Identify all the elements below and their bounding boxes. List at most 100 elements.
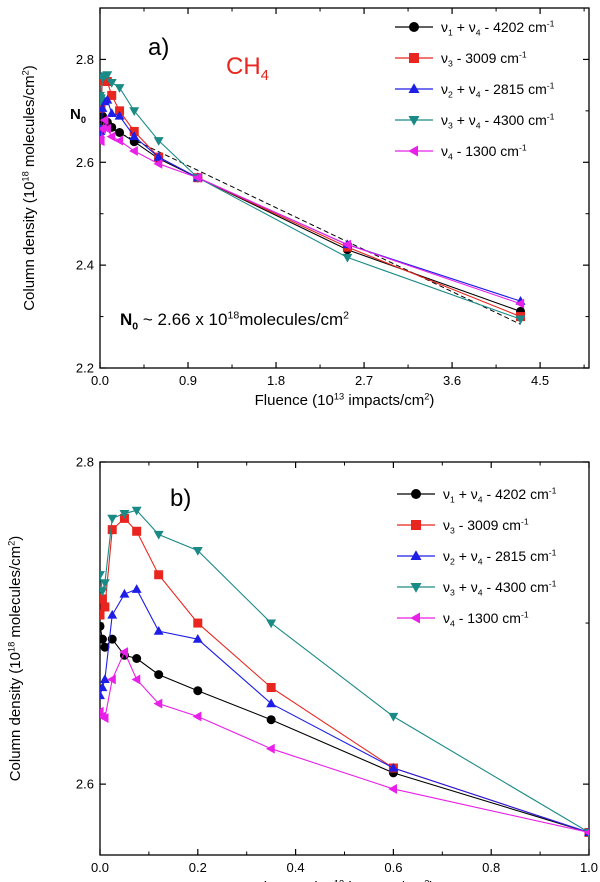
data-point (100, 690, 105, 700)
legend-entry: ν3 - 3009 cm-1 (443, 517, 529, 536)
data-point (100, 587, 108, 597)
panel-b: 0.0 0.2 0.4 0.6 0.8 1.0 2.6 2.8 Fluence (1013 im… (6, 455, 598, 882)
data-point (192, 172, 202, 183)
data-point (153, 530, 164, 540)
series-line (100, 517, 589, 833)
x-tick-label: 0.8 (482, 860, 500, 875)
plot-area (100, 71, 526, 325)
legend-marker (410, 583, 422, 593)
plot-frame (99, 7, 590, 369)
data-point (265, 743, 275, 754)
data-point (114, 84, 125, 93)
y-tick-label: 2.4 (76, 258, 94, 273)
data-point (114, 135, 124, 146)
legend-entry: ν3 + ν4 - 4300 cm-1 (441, 112, 555, 131)
legend: ν1 + ν4 - 4202 cm-1 ν3 - 3009 cm-1 ν2 + ν4… (397, 486, 557, 629)
legend-entry: ν1 + ν4 - 4202 cm-1 (441, 19, 555, 38)
legend-marker (408, 145, 418, 157)
y-tick-label: 2.8 (76, 455, 94, 470)
n0-axis-label: N0 (70, 106, 86, 125)
data-point (107, 525, 117, 535)
data-point (266, 715, 276, 725)
series-5 (100, 115, 525, 309)
x-tick-label: 0.4 (287, 860, 305, 875)
x-tick-label: 0.2 (189, 860, 207, 875)
data-point (132, 654, 142, 663)
data-point (515, 298, 525, 309)
y-axis-label-group: Column density (1018 molecules/cm2) (20, 65, 38, 311)
data-point (100, 674, 110, 684)
data-point (100, 115, 109, 126)
y-axis-label: Column density (1018 molecules/cm2) (20, 65, 38, 311)
data-point (100, 103, 108, 112)
data-point (114, 110, 125, 120)
data-point (129, 131, 140, 141)
legend-marker (410, 550, 422, 560)
x-tick-label: 0.9 (179, 373, 197, 388)
data-point (100, 94, 106, 104)
series-1 (100, 621, 589, 837)
legend-marker (410, 612, 420, 624)
x-axis-label: Fluence (1013 impacts/cm2) (255, 391, 435, 409)
data-point (388, 784, 397, 794)
data-point (192, 633, 203, 643)
series-line (100, 626, 589, 833)
data-point (129, 146, 138, 156)
series-2 (100, 72, 526, 322)
data-point (131, 674, 141, 685)
legend-marker (411, 489, 421, 499)
data-point (154, 570, 164, 580)
x-tick-label: 0.0 (91, 373, 109, 388)
x-tick-label: 0.6 (384, 860, 402, 875)
data-point (100, 610, 105, 620)
molecule-label: CH4 (226, 53, 269, 84)
data-point (106, 78, 117, 88)
y-tick-label: 2.6 (76, 155, 94, 170)
data-point (153, 158, 163, 169)
data-point (388, 712, 399, 722)
data-point (153, 151, 164, 161)
legend-entry: ν4 - 1300 cm-1 (443, 610, 529, 629)
linear-fit-line (100, 123, 521, 325)
n0-annotation: N0 ~ 2.66 x 1018molecules/cm2 (120, 310, 349, 333)
y-tick-label: 2.8 (76, 52, 94, 67)
data-point (100, 594, 107, 604)
series-line (100, 99, 521, 302)
data-point (102, 77, 112, 87)
panel-label: b) (170, 485, 191, 512)
panel-label: a) (148, 34, 169, 61)
legend: ν1 + ν4 - 4202 cm-1 ν3 - 3009 cm-1 ν2 + ν4… (395, 19, 555, 162)
x-tick-label: 1.0 (580, 860, 598, 875)
data-point (131, 584, 142, 593)
data-point (107, 674, 116, 685)
y-tick-label: 2.2 (76, 361, 94, 376)
data-point (129, 107, 140, 117)
data-point (100, 136, 105, 147)
data-point (100, 713, 109, 724)
legend-marker (411, 520, 421, 530)
x-tick-label: 4.5 (531, 373, 549, 388)
data-point (119, 588, 130, 598)
y-tick-label: 2.6 (76, 777, 94, 792)
data-point (107, 514, 118, 524)
data-point (100, 634, 107, 644)
legend-entry: ν3 + ν4 - 4300 cm-1 (443, 579, 557, 598)
data-point (106, 131, 116, 142)
data-point (106, 108, 117, 118)
data-point (100, 602, 110, 612)
data-point (119, 509, 130, 519)
data-point (100, 579, 110, 588)
data-point (132, 526, 142, 536)
data-point (153, 698, 163, 709)
data-point (266, 698, 277, 708)
data-point (119, 647, 129, 658)
data-point (107, 90, 117, 100)
x-axis-label: Fluence (1013 impacts/cm2) (255, 878, 435, 882)
legend-entry: ν4 - 1300 cm-1 (441, 143, 527, 162)
panel-a: 0.0 0.9 1.8 2.7 3.6 4.5 2.2 2.4 2.6 2.8 Fluence (1… (20, 7, 590, 409)
series-5 (100, 647, 589, 836)
legend-entry: ν2 + ν4 - 2815 cm-1 (441, 81, 555, 100)
data-point (100, 682, 108, 692)
y-axis-label: Column density (1018 molecules/cm2) (6, 536, 24, 782)
